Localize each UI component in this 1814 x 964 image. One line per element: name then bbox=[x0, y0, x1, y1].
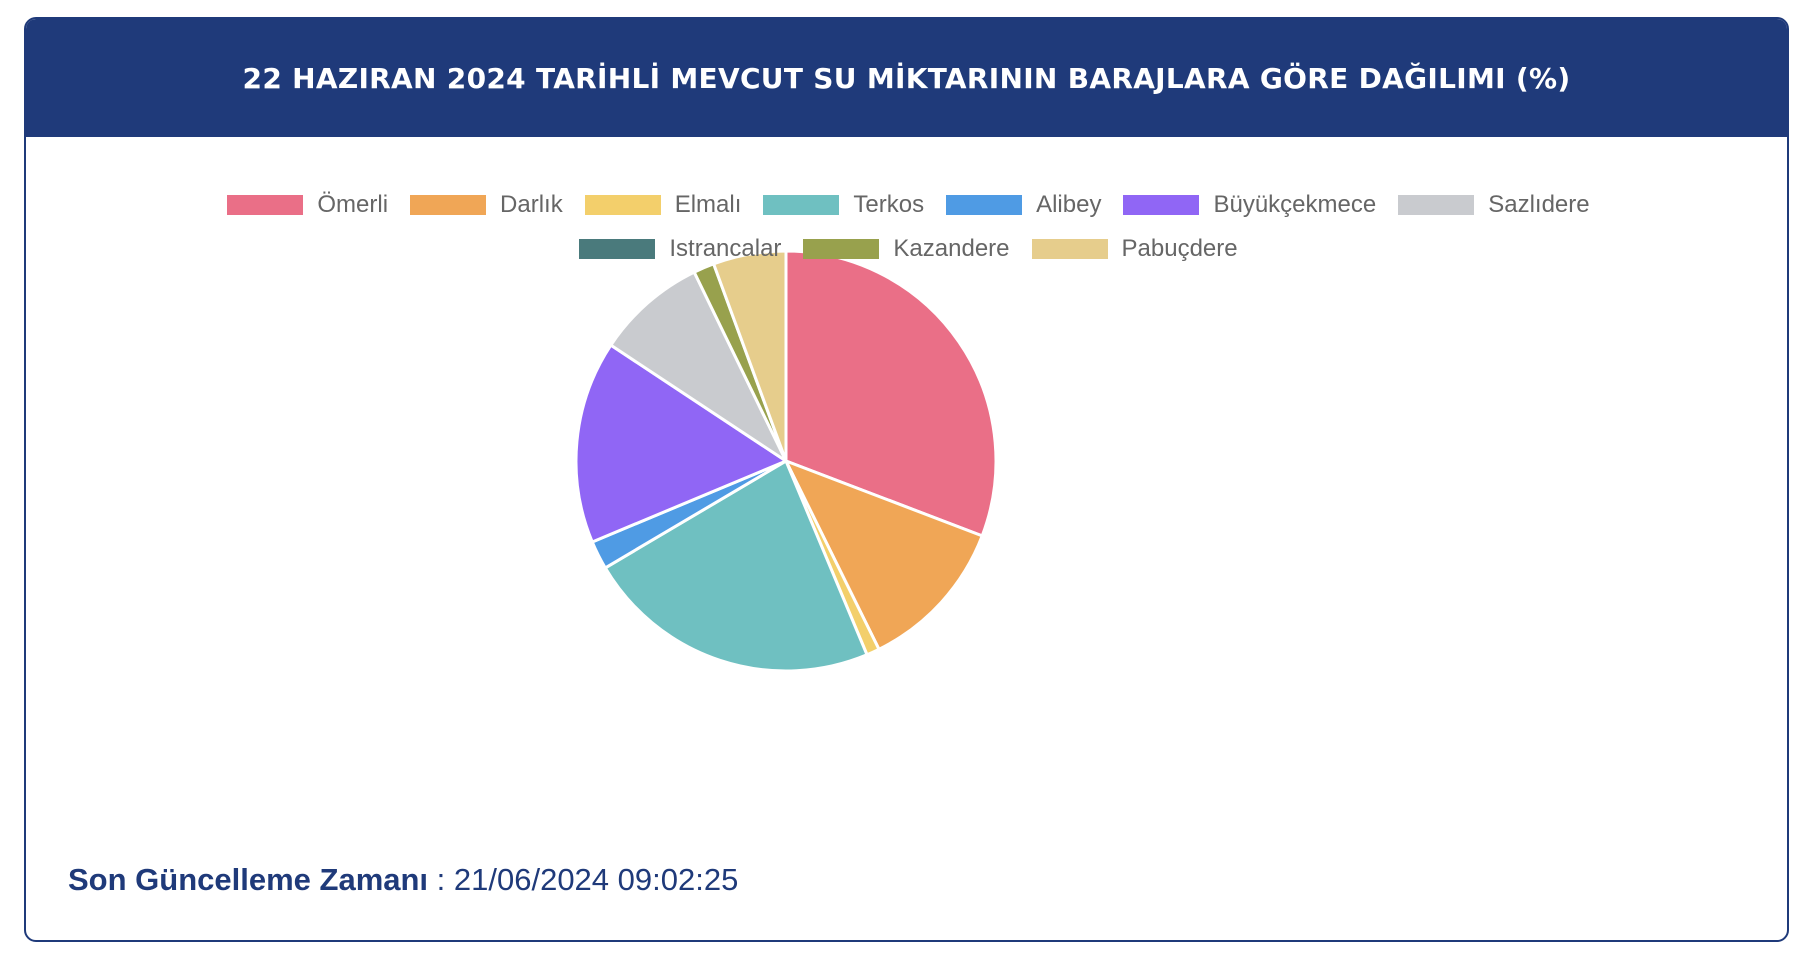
legend-swatch bbox=[763, 195, 840, 215]
legend-label: Pabuçdere bbox=[1121, 235, 1238, 262]
legend-swatch bbox=[579, 239, 656, 259]
legend-label: Sazlıdere bbox=[1488, 191, 1590, 218]
legend-swatch bbox=[1123, 195, 1200, 215]
pie-slice-buyukcekmece[interactable] bbox=[574, 343, 788, 544]
legend-item-omerli[interactable]: Ömerli bbox=[227, 191, 388, 219]
card-header: 22 HAZIRAN 2024 TARİHLİ MEVCUT SU MİKTAR… bbox=[26, 19, 1787, 137]
chart-card: 22 HAZIRAN 2024 TARİHLİ MEVCUT SU MİKTAR… bbox=[24, 17, 1789, 942]
pie-slice-terkos[interactable] bbox=[603, 459, 869, 673]
last-update-label: Son Güncelleme Zamanı bbox=[68, 862, 429, 897]
legend-swatch bbox=[1031, 239, 1108, 259]
legend-label: Darlık bbox=[500, 191, 563, 218]
pie-chart bbox=[574, 249, 998, 673]
chart-legend: Ömerli Darlık Elmalı Terkos Alibey Büyükçekme… bbox=[106, 191, 1711, 263]
legend-label: Elmalı bbox=[674, 191, 742, 218]
last-update-separator: : bbox=[428, 862, 454, 897]
legend-item-darlik[interactable]: Darlık bbox=[410, 191, 563, 219]
legend-item-elmali[interactable]: Elmalı bbox=[584, 191, 742, 219]
legend-swatch bbox=[410, 195, 487, 215]
legend-swatch bbox=[584, 195, 661, 215]
legend-label: Büyükçekmece bbox=[1213, 191, 1377, 218]
legend-swatch bbox=[803, 239, 880, 259]
legend-label: Terkos bbox=[853, 191, 925, 218]
legend-swatch bbox=[1398, 195, 1475, 215]
legend-swatch bbox=[227, 195, 304, 215]
legend-item-alibey[interactable]: Alibey bbox=[946, 191, 1101, 219]
legend-item-istrancalar[interactable]: Istrancalar bbox=[579, 235, 781, 263]
legend-item-buyukcekmece[interactable]: Büyükçekmece bbox=[1123, 191, 1376, 219]
legend-label: Alibey bbox=[1036, 191, 1102, 218]
legend-item-pabucdere[interactable]: Pabuçdere bbox=[1031, 235, 1238, 263]
last-update: Son Güncelleme Zamanı : 21/06/2024 09:02… bbox=[68, 862, 738, 898]
pie-slice-sazlidere[interactable] bbox=[609, 270, 788, 463]
legend-label: Ömerli bbox=[317, 191, 389, 218]
pie-slice-darlik[interactable] bbox=[784, 459, 984, 651]
legend-swatch bbox=[946, 195, 1023, 215]
legend-item-sazlidere[interactable]: Sazlıdere bbox=[1398, 191, 1590, 219]
legend-item-kazandere[interactable]: Kazandere bbox=[803, 235, 1010, 263]
legend-label: Kazandere bbox=[893, 235, 1010, 262]
legend-item-terkos[interactable]: Terkos bbox=[763, 191, 924, 219]
chart-title: 22 HAZIRAN 2024 TARİHLİ MEVCUT SU MİKTAR… bbox=[242, 61, 1571, 95]
last-update-value: 21/06/2024 09:02:25 bbox=[453, 862, 739, 897]
legend-label: Istrancalar bbox=[669, 235, 782, 262]
pie-slice-pabucdere[interactable] bbox=[712, 249, 788, 463]
